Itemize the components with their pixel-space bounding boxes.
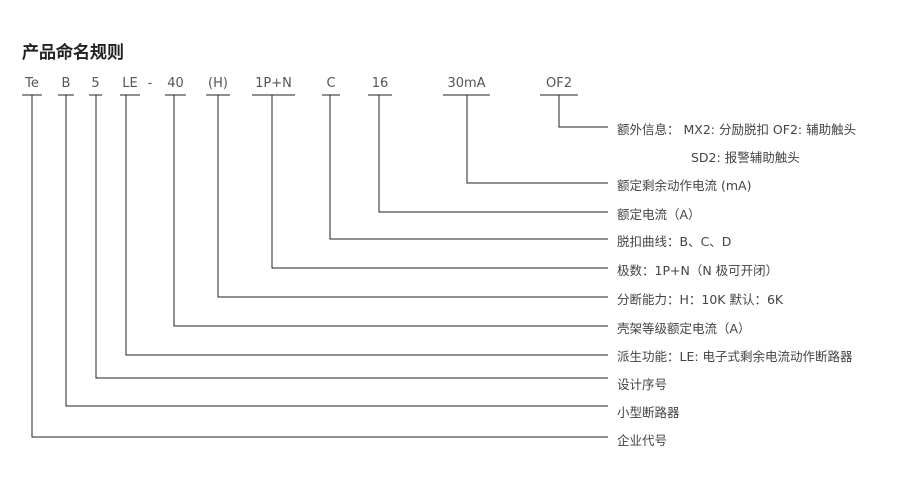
code-30ma: 30mA	[447, 76, 486, 91]
desc-type: 小型断路器	[617, 405, 680, 420]
code-b: B	[61, 76, 71, 91]
line-frame	[173, 95, 608, 327]
line-extra	[558, 95, 608, 128]
desc-rcd: 额定剩余动作电流 (mA)	[617, 178, 752, 193]
line-poles	[271, 95, 608, 269]
code-40: 40	[167, 76, 184, 91]
desc-frame: 壳架等级额定电流（A）	[617, 321, 751, 336]
code-dash: -	[147, 76, 153, 91]
desc-curve: 脱扣曲线：B、C、D	[617, 234, 732, 249]
desc-serial: 设计序号	[617, 377, 668, 392]
desc-extra: 额外信息： MX2: 分励脱扣 OF2: 辅助触头	[617, 122, 857, 137]
code-5: 5	[91, 76, 100, 91]
line-company	[31, 95, 608, 438]
code-16: 16	[371, 76, 389, 91]
desc-poles: 极数：1P+N（N 极可开闭）	[617, 263, 779, 278]
code-1pn: 1P+N	[255, 76, 292, 91]
desc-breaking: 分断能力：H：10K 默认：6K	[617, 292, 784, 307]
line-breaking	[217, 95, 608, 298]
code-te: Te	[25, 76, 39, 91]
desc-company: 企业代号	[617, 433, 668, 448]
line-rcd	[466, 95, 608, 184]
line-rated	[378, 95, 608, 213]
line-derived	[125, 95, 608, 356]
code-h: (H)	[208, 76, 228, 91]
line-curve	[329, 95, 608, 240]
desc-rated: 额定电流（A）	[617, 207, 701, 222]
page-title: 产品命名规则	[22, 43, 124, 63]
code-of2: OF2	[546, 76, 572, 91]
code-le: LE	[122, 76, 138, 91]
line-type	[65, 95, 608, 407]
code-c: C	[326, 76, 336, 91]
desc-derived: 派生功能：LE: 电子式剩余电流动作断路器	[617, 349, 853, 364]
desc-extra-2: SD2: 报警辅助触头	[691, 150, 800, 165]
line-serial	[95, 95, 608, 379]
